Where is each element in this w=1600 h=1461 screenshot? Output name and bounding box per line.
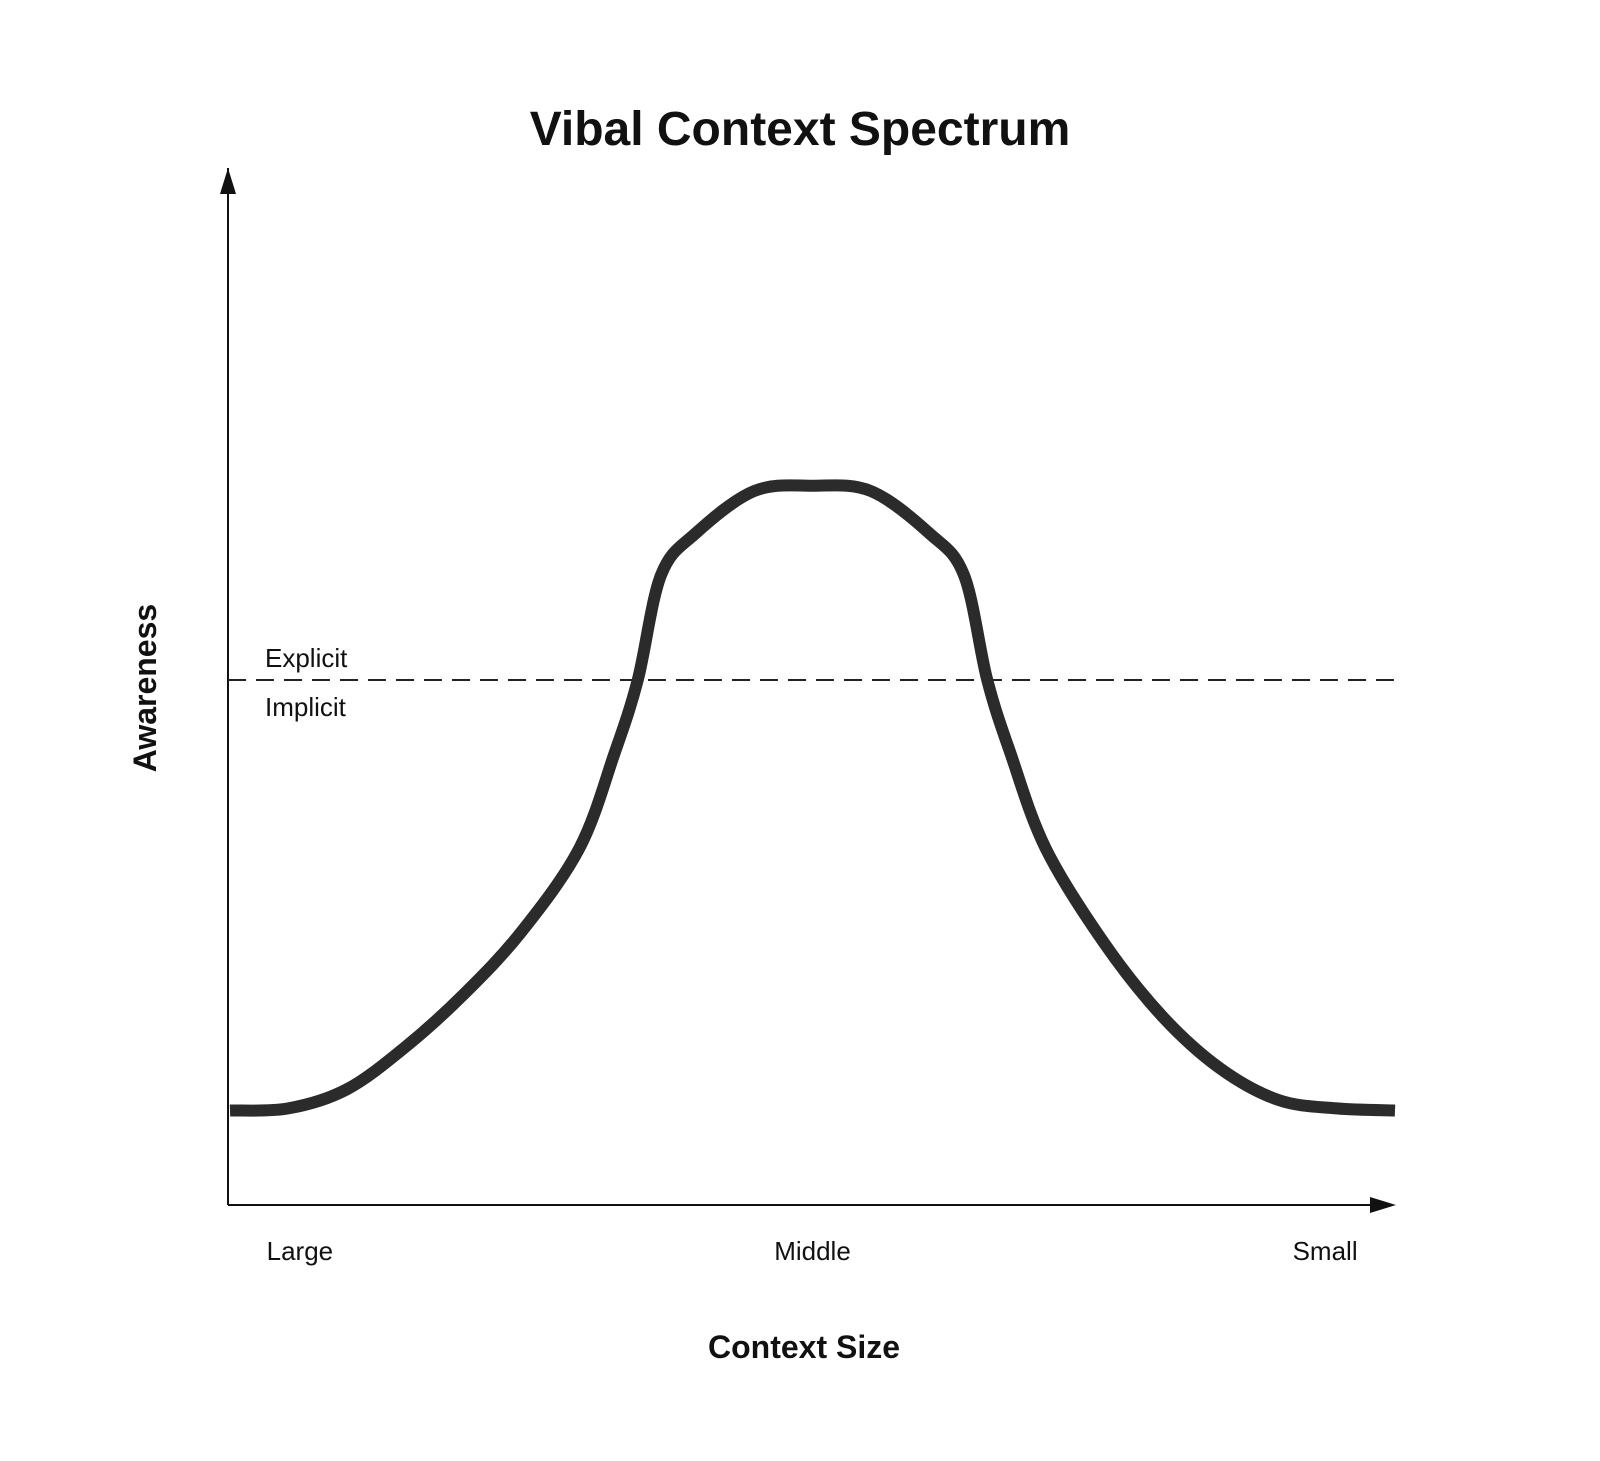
y-axis-title: Awareness [127, 604, 163, 772]
series-layer [229, 479, 1396, 1117]
x-tick-label: Small [1293, 1236, 1358, 1266]
chart-title: Vibal Context Spectrum [530, 103, 1071, 156]
series-line [229, 479, 1396, 1117]
x-tick-label: Middle [774, 1236, 851, 1266]
x-axis-arrow [1370, 1197, 1396, 1213]
x-tick-label: Large [267, 1236, 334, 1266]
x-axis-title: Context Size [708, 1329, 900, 1365]
y-axis-arrow [220, 168, 236, 194]
x-tick-labels: Large Middle Small [267, 1236, 1358, 1266]
threshold-label-implicit: Implicit [265, 692, 347, 722]
threshold-label-explicit: Explicit [265, 643, 348, 673]
